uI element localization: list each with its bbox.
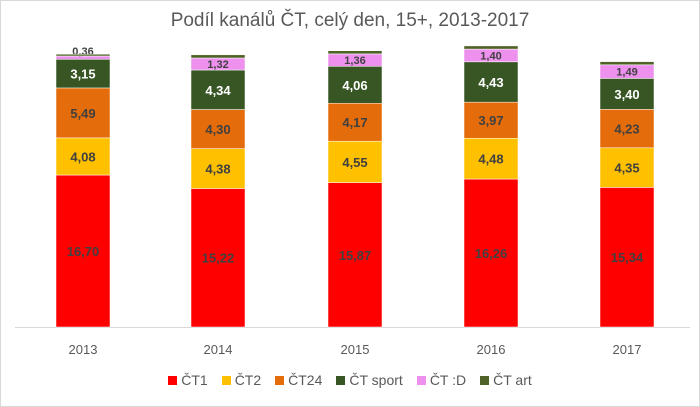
legend-item: ČT24: [275, 372, 322, 388]
data-label: 3,40: [614, 87, 639, 102]
legend-label: ČT2: [234, 372, 262, 388]
legend-swatch: [275, 375, 285, 385]
bar-segment: [55, 137, 111, 176]
bar-segment: [463, 45, 519, 50]
legend-label: ČT art: [493, 372, 532, 388]
bar-segment: [55, 87, 111, 139]
legend: ČT1 ČT2 ČT24 ČT sport ČT :D ČT art: [0, 372, 700, 388]
x-tick-label: 2016: [477, 342, 506, 357]
data-label: 4,34: [205, 83, 231, 98]
x-tick-label: 2014: [204, 342, 233, 357]
data-label: 3,97: [478, 113, 503, 128]
legend-label: ČT :D: [429, 372, 467, 388]
data-label: 4,43: [478, 75, 503, 90]
bar-segment: [463, 138, 519, 180]
data-label: 4,23: [614, 122, 639, 137]
legend-item: ČT sport: [336, 372, 403, 388]
legend-swatch: [168, 375, 178, 385]
bar-segment: [190, 69, 246, 110]
bar-segment: [55, 53, 111, 57]
bar-segment: [599, 147, 655, 188]
bar-segment: [55, 59, 111, 89]
data-label: 1,40: [480, 50, 501, 62]
data-label: 15,22: [202, 251, 235, 266]
data-label: 4,35: [614, 161, 639, 176]
x-tick-label: 2017: [613, 342, 642, 357]
data-label: 4,48: [478, 152, 503, 167]
bar-segment: [327, 66, 383, 104]
data-label: 4,38: [205, 162, 230, 177]
x-tick-label: 2013: [69, 342, 98, 357]
data-label: 5,49: [70, 106, 95, 121]
data-label: 4,08: [70, 149, 95, 164]
legend-label: ČT sport: [349, 372, 403, 388]
bar-segment: [327, 140, 383, 183]
bar-segment: [327, 50, 383, 55]
data-label: 15,34: [611, 250, 644, 265]
legend-item: ČT1: [168, 372, 208, 388]
data-label: 4,55: [342, 155, 367, 170]
bar-segment: [599, 61, 655, 66]
chart-title: Podíl kanálů ČT, celý den, 15+, 2013-201…: [170, 10, 530, 31]
bar-segment: [463, 101, 519, 139]
bar-segment: [55, 174, 111, 328]
bar-segment: [190, 109, 246, 149]
legend-item: ČT :D: [416, 372, 467, 388]
bar-segment: [327, 182, 383, 328]
legend-item: ČT art: [480, 372, 532, 388]
legend-label: ČT24: [288, 372, 323, 388]
legend-swatch: [480, 375, 490, 385]
legend-swatch: [221, 375, 231, 385]
data-label: 4,17: [342, 115, 367, 130]
bar-segment: [190, 188, 246, 328]
bar-segment: [599, 78, 655, 110]
bar-segment: [599, 187, 655, 328]
legend-item: ČT2: [221, 372, 262, 388]
legend-swatch: [416, 375, 426, 385]
data-label: 3,15: [70, 67, 95, 82]
bar-segment: [463, 61, 519, 103]
legend-swatch: [336, 375, 346, 385]
bar-segment: [190, 54, 246, 59]
data-label: 1,32: [207, 59, 228, 71]
legend-label: ČT1: [181, 372, 208, 388]
data-label: 16,26: [475, 246, 508, 261]
bar-segment: [463, 178, 519, 328]
data-label: 1,49: [616, 67, 637, 79]
data-label: 16,70: [67, 244, 100, 259]
x-tick-label: 2015: [341, 342, 370, 357]
data-label: 4,06: [342, 78, 367, 93]
bar-segment: [190, 148, 246, 189]
data-label: 4,30: [205, 122, 230, 137]
data-label: 15,87: [339, 248, 372, 263]
bar-segment: [599, 109, 655, 149]
data-label: 1,36: [344, 55, 365, 67]
bar-segment: [327, 102, 383, 142]
